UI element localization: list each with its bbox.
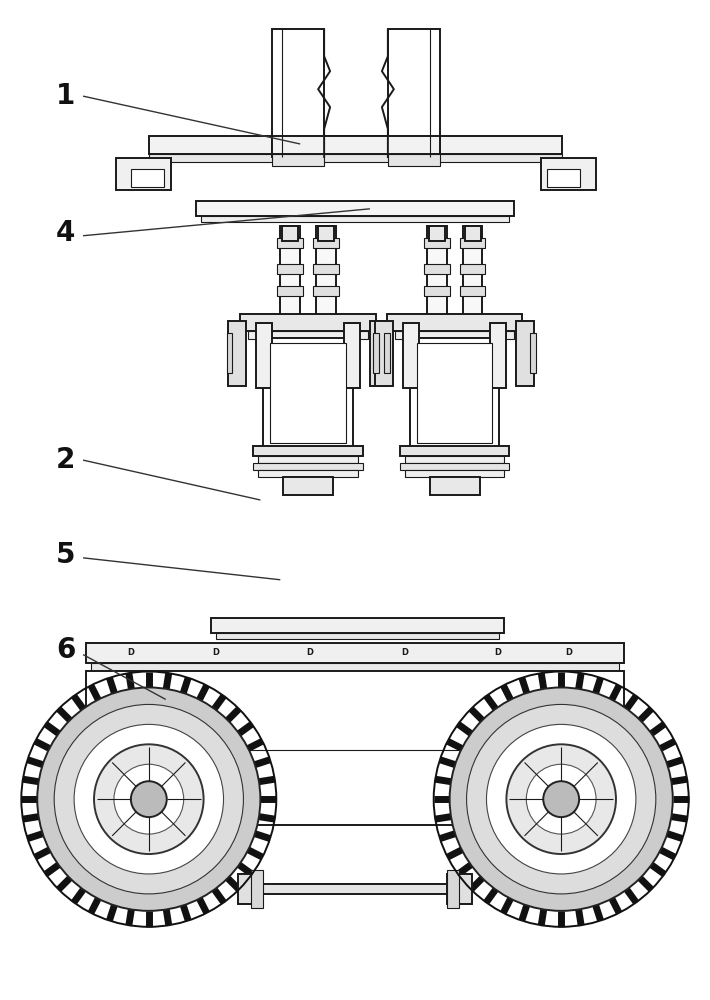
Bar	[424, 264, 449, 274]
Bar	[375, 321, 393, 386]
Bar	[251, 870, 263, 908]
Bar	[459, 264, 486, 274]
Bar	[387, 314, 523, 331]
Bar	[530, 333, 536, 373]
Bar	[447, 870, 459, 908]
Bar	[273, 136, 439, 154]
Bar	[405, 456, 504, 463]
Bar	[226, 333, 232, 373]
Text: 4: 4	[56, 219, 75, 247]
Text: D: D	[494, 648, 501, 657]
Circle shape	[486, 724, 636, 874]
Bar	[405, 470, 504, 477]
Bar	[316, 226, 336, 320]
Bar	[283, 226, 298, 241]
Bar	[278, 286, 303, 296]
Bar	[429, 226, 444, 241]
Bar	[384, 333, 390, 373]
Bar	[239, 874, 263, 904]
Bar	[149, 136, 562, 154]
Bar	[253, 446, 363, 456]
Circle shape	[466, 704, 656, 894]
Bar	[86, 643, 624, 663]
Bar	[256, 323, 273, 388]
Bar	[516, 321, 535, 386]
Bar	[427, 226, 447, 320]
Bar	[278, 238, 303, 248]
Bar	[211, 618, 504, 633]
Circle shape	[506, 744, 616, 854]
Bar	[447, 874, 471, 904]
Bar	[196, 201, 514, 216]
Bar	[424, 286, 449, 296]
Bar	[131, 169, 164, 187]
Bar	[201, 216, 509, 222]
Bar	[283, 477, 333, 495]
Bar	[229, 321, 246, 386]
Bar	[241, 314, 376, 331]
Bar	[424, 238, 449, 248]
Bar	[258, 470, 358, 477]
Bar	[313, 286, 339, 296]
Bar	[149, 154, 562, 162]
Bar	[313, 264, 339, 274]
Text: 5: 5	[56, 541, 76, 569]
Text: 6: 6	[56, 636, 75, 664]
Bar	[253, 884, 457, 894]
Text: D: D	[212, 648, 219, 657]
Bar	[271, 343, 346, 443]
Bar	[459, 286, 486, 296]
Bar	[318, 226, 334, 241]
Bar	[388, 29, 439, 157]
Bar	[464, 226, 481, 241]
Text: D: D	[566, 648, 573, 657]
Bar	[280, 226, 300, 320]
Bar	[370, 321, 388, 386]
Bar	[463, 226, 483, 320]
Bar	[273, 29, 324, 157]
Bar	[388, 154, 439, 166]
Circle shape	[114, 764, 184, 834]
Circle shape	[94, 744, 204, 854]
Text: D: D	[401, 648, 408, 657]
Bar	[86, 671, 624, 825]
Bar	[400, 446, 509, 456]
Bar	[395, 331, 514, 339]
Circle shape	[54, 704, 244, 894]
Bar	[410, 338, 499, 448]
Bar	[216, 633, 499, 639]
Text: 1: 1	[56, 82, 75, 110]
Bar	[491, 323, 506, 388]
Circle shape	[37, 687, 261, 911]
Circle shape	[449, 687, 673, 911]
Bar	[541, 158, 596, 190]
Bar	[313, 238, 339, 248]
Text: D: D	[127, 648, 134, 657]
Bar	[273, 154, 324, 166]
Bar	[403, 323, 419, 388]
Bar	[258, 456, 358, 463]
Bar	[91, 663, 619, 671]
Bar	[430, 477, 479, 495]
Bar	[253, 463, 363, 470]
Text: D: D	[307, 648, 314, 657]
Bar	[547, 169, 580, 187]
Circle shape	[526, 764, 596, 834]
Bar	[278, 264, 303, 274]
Circle shape	[543, 781, 579, 817]
Bar	[344, 323, 360, 388]
Bar	[400, 463, 509, 470]
Bar	[373, 333, 379, 373]
Text: 2: 2	[56, 446, 75, 474]
Bar	[263, 338, 353, 448]
Bar	[417, 343, 493, 443]
Bar	[116, 158, 170, 190]
Bar	[459, 238, 486, 248]
Circle shape	[74, 724, 224, 874]
Circle shape	[131, 781, 167, 817]
Bar	[248, 331, 368, 339]
